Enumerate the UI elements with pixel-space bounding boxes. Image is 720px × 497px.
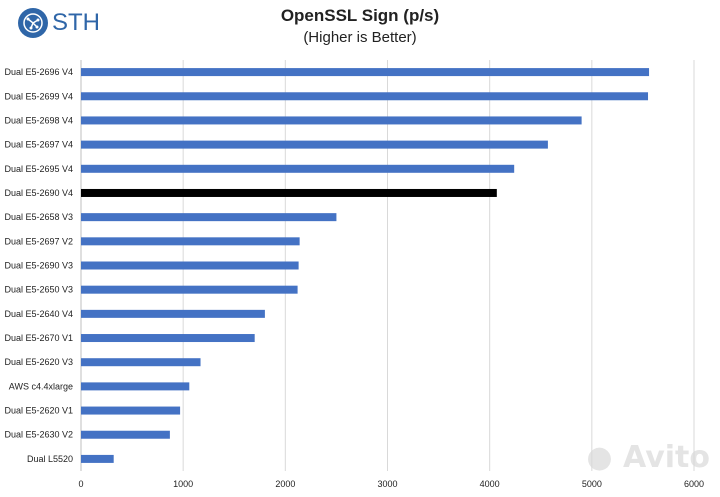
avito-watermark-text: Avito bbox=[623, 440, 710, 475]
category-label: AWS c4.4xlarge bbox=[9, 381, 73, 391]
bar bbox=[81, 406, 181, 415]
category-label: Dual E5-2640 V4 bbox=[4, 309, 73, 319]
bar bbox=[81, 382, 190, 391]
x-tick-label: 0 bbox=[78, 479, 83, 489]
bar bbox=[81, 430, 170, 439]
category-label: Dual E5-2697 V2 bbox=[4, 236, 73, 246]
category-label: Dual E5-2698 V4 bbox=[4, 115, 73, 125]
x-tick-label: 5000 bbox=[582, 479, 602, 489]
avito-logo-icon: ● bbox=[586, 440, 624, 475]
category-label: Dual E5-2620 V3 bbox=[4, 357, 73, 367]
bar bbox=[81, 261, 299, 270]
chart-title: OpenSSL Sign (p/s) bbox=[280, 6, 440, 25]
chart-subtitle: (Higher is Better) bbox=[303, 29, 417, 46]
category-label: Dual E5-2695 V4 bbox=[4, 164, 73, 174]
category-label: Dual E5-2620 V1 bbox=[4, 406, 73, 416]
sth-logo: STH bbox=[18, 8, 100, 38]
bar bbox=[81, 116, 582, 125]
bar bbox=[81, 140, 548, 149]
x-tick-label: 4000 bbox=[480, 479, 500, 489]
bar bbox=[81, 358, 201, 367]
sth-logo-text: STH bbox=[52, 9, 100, 36]
category-label: Dual E5-2650 V3 bbox=[4, 285, 73, 295]
bar bbox=[81, 285, 298, 294]
bar bbox=[81, 334, 255, 343]
bar bbox=[81, 213, 337, 222]
avito-watermark: ● Avito bbox=[586, 440, 710, 475]
category-label: Dual E5-2699 V4 bbox=[4, 91, 73, 101]
bar bbox=[81, 237, 300, 246]
bar bbox=[81, 164, 515, 173]
bar bbox=[81, 454, 114, 463]
bar bbox=[81, 309, 265, 318]
x-tick-label: 1000 bbox=[173, 479, 193, 489]
category-label: Dual E5-2690 V4 bbox=[4, 188, 73, 198]
category-label: Dual E5-2697 V4 bbox=[4, 140, 73, 150]
bar bbox=[81, 188, 497, 197]
bar bbox=[81, 92, 649, 101]
sth-logo-icon bbox=[18, 8, 48, 38]
category-label: Dual E5-2630 V2 bbox=[4, 430, 73, 440]
x-tick-label: 3000 bbox=[377, 479, 397, 489]
category-label: Dual E5-2696 V4 bbox=[4, 67, 73, 77]
category-label: Dual E5-2658 V3 bbox=[4, 212, 73, 222]
bar bbox=[81, 68, 650, 77]
x-tick-label: 2000 bbox=[275, 479, 295, 489]
category-label: Dual E5-2670 V1 bbox=[4, 333, 73, 343]
x-tick-label: 6000 bbox=[684, 479, 704, 489]
category-label: Dual E5-2690 V3 bbox=[4, 261, 73, 271]
category-label: Dual L5520 bbox=[27, 454, 73, 464]
